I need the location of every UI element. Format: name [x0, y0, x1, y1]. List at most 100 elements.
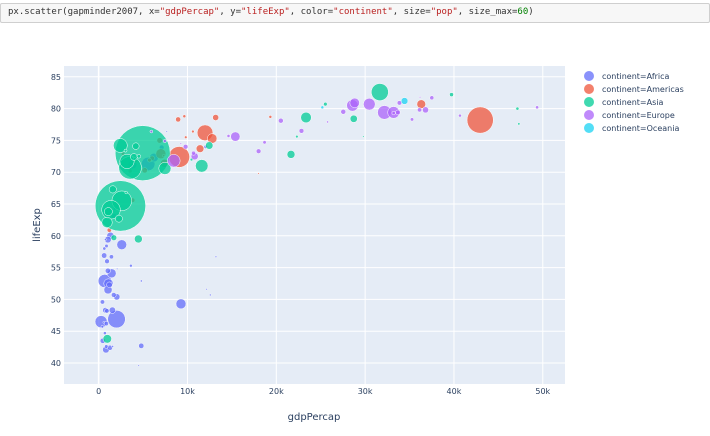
data-point[interactable]: [517, 122, 521, 126]
data-point[interactable]: [102, 334, 112, 344]
data-point[interactable]: [116, 239, 127, 250]
data-point[interactable]: [418, 96, 422, 99]
data-point[interactable]: [175, 298, 187, 310]
data-point[interactable]: [179, 142, 182, 145]
data-point[interactable]: [115, 214, 123, 223]
data-point[interactable]: [286, 150, 296, 159]
data-point[interactable]: [106, 281, 113, 288]
data-point[interactable]: [149, 129, 154, 134]
data-point[interactable]: [209, 293, 212, 297]
data-point[interactable]: [103, 331, 107, 335]
data-point[interactable]: [191, 129, 195, 134]
data-point[interactable]: [195, 159, 209, 173]
data-point[interactable]: [104, 238, 107, 241]
data-point[interactable]: [409, 117, 415, 122]
data-point[interactable]: [295, 134, 299, 139]
data-point[interactable]: [105, 267, 111, 274]
data-point[interactable]: [175, 116, 181, 123]
data-point[interactable]: [137, 364, 140, 367]
data-point[interactable]: [111, 345, 114, 348]
data-point[interactable]: [371, 83, 389, 101]
data-point[interactable]: [184, 135, 188, 139]
data-point[interactable]: [429, 95, 435, 101]
data-point[interactable]: [255, 148, 262, 154]
code-token: "continent": [333, 7, 393, 17]
data-point[interactable]: [458, 113, 462, 118]
data-point[interactable]: [362, 135, 365, 138]
data-point[interactable]: [102, 321, 105, 324]
data-point[interactable]: [400, 97, 409, 105]
data-point[interactable]: [140, 279, 143, 283]
data-point[interactable]: [132, 142, 140, 150]
data-point[interactable]: [130, 153, 138, 161]
data-point[interactable]: [100, 325, 104, 329]
data-point[interactable]: [123, 148, 128, 153]
data-point[interactable]: [257, 172, 260, 175]
data-point[interactable]: [104, 258, 110, 264]
code-cell[interactable]: px.scatter(gapminder2007, x="gdpPercap",…: [0, 3, 710, 23]
data-point[interactable]: [101, 252, 108, 259]
data-point[interactable]: [108, 185, 117, 194]
data-point[interactable]: [108, 306, 116, 314]
data-point[interactable]: [205, 288, 208, 291]
data-point[interactable]: [136, 154, 141, 159]
data-point[interactable]: [417, 107, 422, 113]
data-point[interactable]: [111, 292, 117, 298]
data-point[interactable]: [104, 207, 113, 216]
data-point[interactable]: [167, 154, 181, 168]
data-point[interactable]: [300, 111, 312, 124]
legend-marker-icon: [584, 71, 594, 81]
legend-item[interactable]: continent=Americas: [584, 84, 684, 94]
legend-item[interactable]: continent=Oceania: [584, 123, 679, 133]
data-point[interactable]: [323, 101, 328, 107]
legend-item[interactable]: continent=Europe: [584, 110, 675, 120]
data-point[interactable]: [103, 321, 109, 327]
data-point[interactable]: [124, 191, 128, 195]
data-point[interactable]: [515, 106, 520, 111]
data-point[interactable]: [391, 111, 396, 116]
data-point[interactable]: [182, 114, 187, 119]
data-point[interactable]: [326, 120, 329, 124]
data-point[interactable]: [101, 216, 113, 228]
data-point[interactable]: [116, 267, 119, 270]
data-point[interactable]: [214, 255, 218, 258]
data-point[interactable]: [102, 246, 107, 251]
data-point[interactable]: [104, 243, 109, 249]
data-point[interactable]: [107, 310, 126, 329]
data-point[interactable]: [195, 144, 205, 153]
data-point[interactable]: [298, 128, 305, 134]
data-point[interactable]: [129, 263, 133, 268]
data-point[interactable]: [349, 97, 360, 108]
data-point[interactable]: [320, 105, 325, 110]
data-point[interactable]: [138, 342, 145, 349]
legend-item[interactable]: continent=Africa: [584, 71, 670, 81]
data-point[interactable]: [262, 140, 267, 145]
data-point[interactable]: [162, 139, 167, 143]
data-point[interactable]: [395, 109, 401, 116]
data-point[interactable]: [182, 144, 189, 150]
data-point[interactable]: [109, 254, 114, 260]
data-point[interactable]: [104, 344, 109, 349]
data-point[interactable]: [134, 234, 143, 244]
data-point[interactable]: [466, 106, 494, 134]
data-point[interactable]: [349, 114, 358, 123]
data-point[interactable]: [340, 109, 346, 115]
data-point[interactable]: [113, 138, 128, 153]
data-point[interactable]: [535, 105, 539, 110]
data-point[interactable]: [100, 299, 105, 305]
data-point[interactable]: [110, 234, 117, 241]
legend-item[interactable]: continent=Asia: [584, 97, 663, 107]
data-point[interactable]: [212, 114, 219, 121]
data-point[interactable]: [230, 131, 241, 142]
data-point[interactable]: [191, 150, 196, 156]
data-point[interactable]: [165, 130, 168, 133]
data-point[interactable]: [449, 92, 454, 97]
data-point[interactable]: [104, 308, 110, 314]
data-point[interactable]: [363, 97, 376, 111]
data-point[interactable]: [205, 141, 214, 150]
data-point[interactable]: [268, 115, 273, 119]
data-point[interactable]: [226, 134, 231, 138]
data-point[interactable]: [422, 106, 429, 114]
data-point[interactable]: [158, 162, 172, 175]
data-point[interactable]: [278, 117, 284, 124]
